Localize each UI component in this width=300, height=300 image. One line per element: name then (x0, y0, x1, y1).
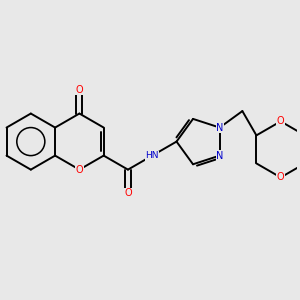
Text: O: O (277, 116, 284, 126)
Text: O: O (76, 85, 83, 95)
Text: O: O (76, 165, 83, 175)
Text: N: N (216, 123, 224, 133)
Text: HN: HN (146, 151, 159, 160)
Text: O: O (277, 172, 284, 182)
Text: O: O (124, 188, 132, 199)
Text: N: N (216, 151, 224, 160)
